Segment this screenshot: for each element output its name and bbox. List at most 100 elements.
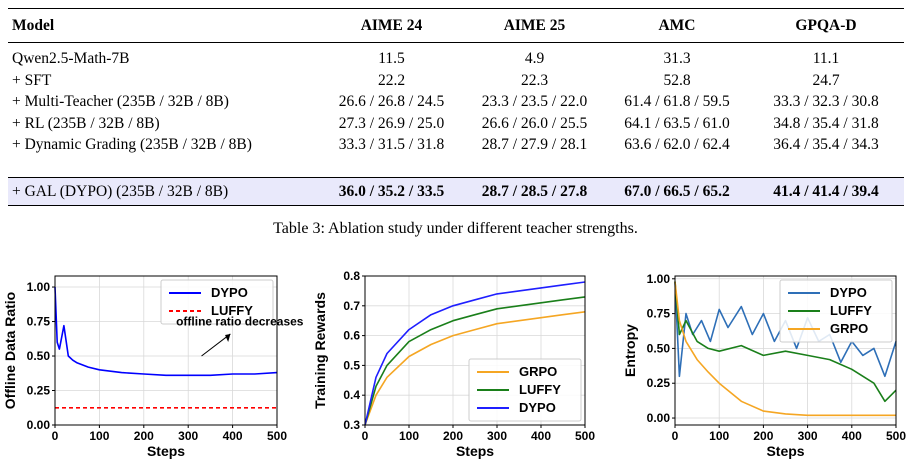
- legend-label: DYPO: [519, 400, 556, 415]
- cell-value: 61.4 / 61.8 / 59.5: [624, 93, 730, 111]
- y-tick-label: 0.5: [343, 358, 360, 372]
- row-model: + RL (235B / 32B / 8B): [12, 114, 160, 132]
- x-tick-label: 400: [531, 429, 551, 443]
- cell-value: 23.3 / 23.5 / 22.0: [481, 93, 588, 111]
- x-tick-label: 100: [709, 429, 729, 443]
- cell-value: 27.3 / 26.9 / 25.0: [338, 114, 445, 132]
- x-axis-label: Steps: [147, 443, 185, 459]
- x-tick-label: 500: [886, 429, 906, 443]
- table-row: + RL (235B / 32B / 8B) 27.3 / 26.9 / 25.…: [8, 113, 904, 135]
- y-tick-label: 0.25: [27, 384, 51, 398]
- header-model: Model: [8, 8, 320, 43]
- legend-box: [160, 279, 274, 325]
- cell-value: 31.3: [663, 50, 691, 68]
- cell-value: 22.2: [377, 71, 406, 89]
- cell-value: 36.4 / 35.4 / 34.3: [773, 136, 879, 154]
- legend-box: [468, 358, 582, 422]
- header-gpqa: GPQA-D: [748, 8, 904, 43]
- series-line-dypo: [54, 286, 278, 377]
- series-line-luffy: [364, 296, 586, 426]
- y-tick-label: 0.50: [27, 349, 51, 363]
- cell-value: 26.6 / 26.0 / 25.5: [481, 114, 588, 132]
- y-tick-label: 0.75: [647, 307, 671, 321]
- cell-value: 64.1 / 63.5 / 61.0: [624, 114, 730, 132]
- legend-label: LUFFY: [211, 303, 253, 318]
- y-tick-label: 1.00: [27, 280, 51, 294]
- y-tick-label: 0.00: [27, 418, 51, 432]
- y-tick-label: 0.25: [647, 376, 671, 390]
- y-tick-label: 0.3: [343, 418, 360, 432]
- series-line-luffy: [674, 281, 897, 403]
- cell-value: 33.3 / 32.3 / 30.8: [773, 93, 879, 111]
- series-line-dypo: [364, 281, 586, 426]
- y-axis-label: Entropy: [622, 324, 638, 377]
- cell-value: 22.3: [520, 71, 549, 89]
- table-header-row: Model AIME 24 AIME 25 AMC GPQA-D: [8, 8, 904, 43]
- y-tick-label: 0.8: [343, 269, 360, 283]
- cell-value: 36.0 / 35.2 / 33.5: [320, 177, 463, 206]
- row-model: Qwen2.5-Math-7B: [12, 50, 130, 68]
- x-tick-label: 500: [575, 429, 595, 443]
- legend-label: GRPO: [519, 364, 557, 379]
- x-tick-label: 200: [753, 429, 773, 443]
- cell-value: 11.5: [378, 50, 405, 68]
- x-tick-label: 300: [798, 429, 818, 443]
- chart-annotation: offline ratio decreases: [176, 315, 304, 329]
- header-aime24: AIME 24: [320, 8, 463, 43]
- y-tick-label: 0.7: [343, 299, 360, 313]
- x-axis-label: Steps: [456, 443, 494, 459]
- legend-label: LUFFY: [519, 382, 561, 397]
- row-model: + SFT: [12, 71, 52, 89]
- cell-value: 34.8 / 35.4 / 31.8: [773, 114, 879, 132]
- x-tick-label: 0: [52, 429, 59, 443]
- cell-value: 28.7 / 27.9 / 28.1: [481, 136, 588, 154]
- y-tick-label: 0.50: [647, 341, 671, 355]
- x-tick-label: 400: [223, 429, 243, 443]
- offline-ratio-chart: 0 100 200 300 400 500 0.00 0.25 0.50 0.75 1.00 Step…: [2, 275, 304, 459]
- y-tick-label: 0.4: [343, 388, 360, 402]
- x-tick-label: 500: [267, 429, 287, 443]
- plot-frame: [674, 275, 897, 426]
- legend-label: DYPO: [211, 285, 248, 300]
- cell-value: 63.6 / 62.0 / 62.4: [624, 136, 730, 154]
- results-table-container: Model AIME 24 AIME 25 AMC GPQA-D Qwen2.5…: [8, 8, 904, 206]
- x-tick-label: 0: [362, 429, 369, 443]
- cell-value: 4.9: [524, 50, 545, 68]
- row-model: + Dynamic Grading (235B / 32B / 8B): [12, 136, 252, 154]
- table-row: + SFT 22.2 22.3 52.8 24.7: [8, 70, 904, 92]
- cell-value: 11.1: [812, 50, 840, 68]
- cell-value: 52.8: [663, 71, 691, 89]
- table-caption: Table 3: Ablation study under different …: [273, 220, 638, 237]
- legend-box: [779, 279, 893, 343]
- plot-frame: [54, 275, 278, 426]
- series-line-grpo: [364, 311, 586, 426]
- table-row: Qwen2.5-Math-7B 11.5 4.9 31.3 11.1: [8, 49, 904, 71]
- x-tick-label: 400: [842, 429, 862, 443]
- x-tick-label: 300: [487, 429, 507, 443]
- y-tick-label: 0.75: [27, 315, 51, 329]
- cell-value: 26.6 / 26.8 / 24.5: [338, 93, 445, 111]
- cell-value: 24.7: [812, 71, 840, 89]
- header-aime25: AIME 25: [463, 8, 606, 43]
- x-tick-label: 200: [443, 429, 463, 443]
- table-row: + Dynamic Grading (235B / 32B / 8B) 33.3…: [8, 135, 904, 157]
- cell-value: 28.7 / 28.5 / 27.8: [463, 177, 606, 206]
- legend-label: DYPO: [830, 285, 867, 300]
- y-axis-label: Offline Data Ratio: [2, 292, 18, 409]
- legend-label: GRPO: [830, 321, 868, 336]
- x-axis-label: Steps: [766, 443, 804, 459]
- row-model: + GAL (DYPO) (235B / 32B / 8B): [8, 177, 320, 206]
- x-tick-label: 0: [672, 429, 679, 443]
- x-tick-label: 100: [89, 429, 109, 443]
- x-tick-label: 200: [134, 429, 154, 443]
- y-tick-label: 0.00: [647, 411, 671, 425]
- annotation-arrow: [201, 333, 231, 357]
- legend-label: LUFFY: [830, 303, 872, 318]
- entropy-chart: 0 100 200 300 400 500 0.00 0.25 0.50 0.75 1.00 Step…: [622, 272, 906, 459]
- header-amc: AMC: [606, 8, 748, 43]
- cell-value: 33.3 / 31.5 / 31.8: [338, 136, 445, 154]
- series-line-grpo: [674, 281, 896, 417]
- plot-frame: [364, 275, 586, 426]
- x-tick-label: 300: [178, 429, 198, 443]
